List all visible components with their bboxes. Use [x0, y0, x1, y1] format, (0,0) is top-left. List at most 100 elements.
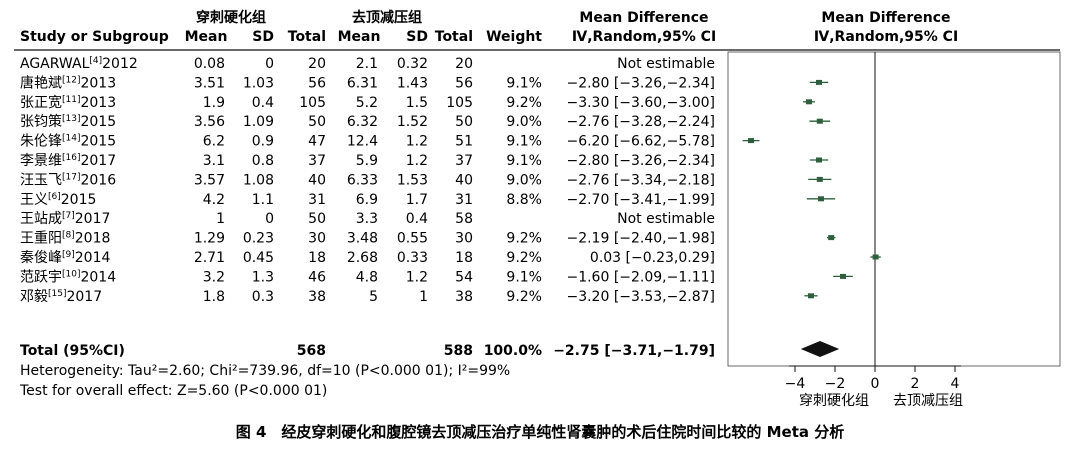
figure-caption: 图 4 经皮穿刺硬化和腹腔镜去顶减压治疗单纯性肾囊肿的术后住院时间比较的 Met… — [236, 423, 845, 441]
sd1-header: SD — [252, 29, 274, 45]
study-name: 范跃宇[10]2014 — [20, 268, 116, 285]
weight-value: 9.2% — [506, 250, 542, 266]
x-tick-label: −4 — [785, 376, 806, 392]
md-header-title: Mean Difference — [579, 10, 708, 26]
mean1-value: 2.71 — [194, 250, 225, 266]
md-header-method: Ⅳ,Random,95% CI — [572, 29, 716, 45]
plot-header-method: Ⅳ,Random,95% CI — [814, 29, 958, 45]
sd2-value: 1.2 — [406, 153, 428, 169]
pooled-diamond — [800, 341, 840, 357]
total1-value: 50 — [308, 211, 326, 227]
mean1-value: 4.2 — [203, 192, 225, 208]
sd1-value: 0.9 — [252, 134, 274, 150]
weight-value: 9.1% — [506, 75, 542, 91]
weight-value: 9.1% — [506, 134, 542, 150]
weight-value: 9.1% — [506, 153, 542, 169]
sd1-value: 0 — [265, 211, 274, 227]
mean1-value: 3.2 — [203, 269, 225, 285]
weight-value: 9.0% — [506, 114, 542, 130]
sd2-value: 1.53 — [397, 172, 428, 188]
total2-value: 54 — [455, 269, 473, 285]
total2-value: 38 — [455, 289, 473, 305]
total2-value: 51 — [455, 134, 473, 150]
table-row: 王站成[7]2017 1 0 50 3.3 0.4 58 Not estimable — [20, 211, 715, 227]
ci-value: −2.70 [−3.41,−1.99] — [566, 192, 715, 208]
study-name: 秦俊峰[9]2014 — [20, 250, 110, 266]
effect-point — [806, 99, 812, 105]
ci-value: −6.20 [−6.62,−5.78] — [566, 134, 715, 150]
table-row: 邓毅[15]2017 1.8 0.3 38 5 1 38 9.2% −3.20 [−3.53,−… — [20, 288, 715, 305]
x-tick-label: −2 — [825, 376, 846, 392]
heterogeneity-text: Heterogeneity: Tau²=2.60; Chi²=739.96, d… — [20, 363, 510, 379]
total2-value: 18 — [455, 250, 473, 266]
table-row: 王重阳[8]2018 1.29 0.23 30 3.48 0.55 30 9.2% −2.19 … — [20, 231, 715, 247]
mean1-value: 1.8 — [203, 289, 225, 305]
effect-point — [818, 196, 824, 202]
mean1-value: 6.2 — [203, 134, 225, 150]
total2-value: 31 — [455, 192, 473, 208]
study-name: 张正宽[11]2013 — [20, 94, 116, 111]
mean1-value: 1 — [216, 211, 225, 227]
sd1-value: 1.08 — [243, 172, 274, 188]
sd1-value: 1.03 — [243, 75, 274, 91]
ci-value: −2.19 [−2.40,−1.98] — [566, 231, 715, 247]
table-row: 唐艳斌[12]2013 3.51 1.03 56 6.31 1.43 56 9.1% −2.80… — [20, 74, 715, 91]
total1-value: 105 — [299, 95, 326, 111]
x-tick-label: 2 — [911, 376, 920, 392]
sd1-value: 0.45 — [243, 250, 274, 266]
x-tick-label: 0 — [871, 376, 880, 392]
study-name: 李景维[16]2017 — [20, 153, 116, 169]
ci-value: −3.20 [−3.53,−2.87] — [566, 289, 715, 305]
study-name: 王义[6]2015 — [20, 192, 96, 208]
ci-value: −2.76 [−3.34,−2.18] — [566, 172, 715, 188]
weight-value: 9.2% — [506, 231, 542, 247]
effect-point — [828, 235, 835, 241]
ci-value: Not estimable — [617, 211, 715, 227]
mean2-value: 5.2 — [356, 95, 378, 111]
plot-panel — [727, 51, 1061, 367]
total-n2: 588 — [444, 343, 473, 359]
weight-value: 9.2% — [506, 95, 542, 111]
total-weight: 100.0% — [484, 343, 542, 359]
sd2-value: 1.52 — [397, 114, 428, 130]
table-row: 张正宽[11]2013 1.9 0.4 105 5.2 1.5 105 9.2% −3.30 [… — [20, 94, 715, 111]
total1-value: 37 — [308, 153, 326, 169]
mean2-value: 5 — [369, 289, 378, 305]
total2-value: 37 — [455, 153, 473, 169]
total2-value: 58 — [455, 211, 473, 227]
mean2-value: 6.33 — [347, 172, 378, 188]
mean1-value: 0.08 — [194, 56, 225, 72]
ci-value: −2.80 [−3.26,−2.34] — [566, 153, 715, 169]
study-name: 唐艳斌[12]2013 — [20, 74, 116, 91]
weight-header: Weight — [486, 29, 542, 45]
table-row: 范跃宇[10]2014 3.2 1.3 46 4.8 1.2 54 9.1% −1.60 [−2… — [20, 268, 715, 285]
total1-value: 46 — [308, 269, 326, 285]
sd1-value: 0.23 — [243, 231, 274, 247]
group2-header: 去顶减压组 — [352, 9, 422, 26]
mean1-value: 1.29 — [194, 231, 225, 247]
plot-header-title: Mean Difference — [821, 10, 950, 26]
sd2-value: 1.2 — [406, 134, 428, 150]
total-label: Total (95%CI) — [20, 343, 125, 359]
sd1-value: 1.09 — [243, 114, 274, 130]
table-row: 王义[6]2015 4.2 1.1 31 6.9 1.7 31 8.8% −2.70 [−3.4… — [20, 192, 715, 208]
effect-point — [816, 118, 823, 124]
sd2-value: 1.5 — [406, 95, 428, 111]
mean2-value: 6.32 — [347, 114, 378, 130]
mean2-value: 6.31 — [347, 75, 378, 91]
ci-value: −2.76 [−3.28,−2.24] — [566, 114, 715, 130]
study-name: 王重阳[8]2018 — [20, 231, 110, 247]
sd2-value: 0.33 — [397, 250, 428, 266]
ci-value: 0.03 [−0.23,0.29] — [590, 250, 715, 266]
study-name: 汪玉飞[17]2016 — [20, 172, 116, 188]
mean2-header: Mean — [338, 29, 381, 45]
table-row: 李景维[16]2017 3.1 0.8 37 5.9 1.2 37 9.1% −2.80 [−3… — [20, 153, 715, 169]
sd2-value: 0.32 — [397, 56, 428, 72]
sd2-header: SD — [406, 29, 428, 45]
total1-value: 18 — [308, 250, 326, 266]
total1-value: 20 — [308, 56, 326, 72]
total2-header: Total — [435, 29, 473, 45]
mean1-header: Mean — [185, 29, 228, 45]
forest-marks — [742, 79, 881, 357]
sd2-value: 1.2 — [406, 269, 428, 285]
